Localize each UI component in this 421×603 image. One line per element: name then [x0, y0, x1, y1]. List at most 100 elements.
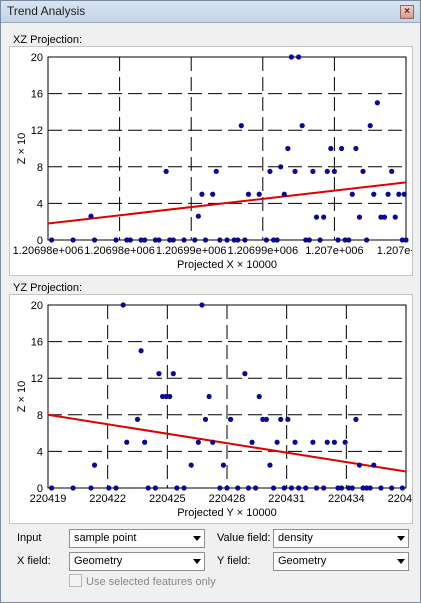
use-selected-label: Use selected features only: [86, 576, 216, 588]
value-field-dropdown-value: density: [278, 532, 313, 544]
yz-data-point: [163, 393, 169, 400]
xz-data-point: [231, 237, 237, 243]
xz-data-point: [48, 237, 55, 243]
xz-data-point: [202, 237, 209, 243]
xz-x-axis-label: Projected X × 10000: [177, 259, 277, 271]
xz-data-point: [389, 168, 395, 174]
yz-data-point: [249, 439, 255, 445]
yz-data-point: [389, 485, 395, 491]
xz-data-point: [288, 54, 295, 60]
xz-data-point: [256, 191, 262, 197]
chevron-down-icon: [193, 536, 201, 541]
yz-data-point: [310, 439, 316, 445]
xz-data-point: [192, 237, 198, 243]
yz-data-point: [167, 393, 173, 400]
yz-y-tick-label: 20: [31, 300, 43, 312]
x-field-label: X field:: [17, 555, 51, 567]
yz-data-point: [371, 462, 377, 468]
xz-data-point: [263, 237, 269, 243]
xz-data-point: [396, 191, 402, 197]
yz-data-point: [138, 348, 144, 354]
xz-projection-chart: 1.20698e+006 1.20698e+006 1.20699e+006 1.20…: [9, 46, 413, 276]
yz-data-point: [367, 485, 373, 491]
yz-data-point: [342, 439, 348, 445]
yz-data-point: [260, 416, 266, 422]
yz-data-point: [91, 462, 98, 468]
yz-data-point: [270, 485, 277, 491]
yz-data-point: [278, 416, 284, 422]
xz-y-tick-label: 4: [37, 198, 43, 210]
yz-data-point: [188, 462, 194, 468]
yz-data-point: [288, 485, 295, 491]
yz-data-point: [360, 485, 366, 491]
xz-data-point: [170, 237, 176, 243]
xz-projection-plot: 1.20698e+006 1.20698e+006 1.20699e+006 1.20…: [13, 52, 412, 271]
yz-data-point: [263, 416, 269, 422]
yz-data-point: [353, 416, 359, 422]
xz-data-point: [381, 214, 388, 220]
xz-data-point: [378, 214, 384, 220]
yz-x-axis-label: Projected Y × 10000: [177, 507, 277, 519]
xz-data-point: [296, 54, 302, 60]
xz-data-point: [242, 237, 248, 243]
y-field-label: Y field:: [217, 555, 251, 567]
xz-data-point: [313, 214, 320, 220]
xz-plot-area: [47, 56, 407, 241]
y-field-dropdown-value: Geometry: [278, 555, 327, 567]
yz-data-point: [88, 485, 94, 491]
xz-data-point: [138, 237, 144, 243]
xz-data-point: [317, 237, 323, 243]
yz-x-tick-label: 220437: [388, 493, 412, 505]
value-field-label: Value field:: [217, 532, 271, 544]
yz-x-tick-label: 220419: [30, 493, 67, 505]
yz-data-point: [346, 485, 352, 491]
xz-data-point: [335, 237, 341, 243]
x-field-dropdown-value: Geometry: [74, 555, 123, 567]
xz-data-point: [353, 145, 359, 152]
use-selected-row: Use selected features only: [69, 574, 216, 588]
xz-data-point: [217, 237, 223, 243]
yz-data-point: [145, 485, 151, 491]
xz-data-point: [346, 237, 352, 243]
xz-data-point: [213, 168, 219, 174]
xz-data-point: [235, 237, 241, 243]
yz-data-point: [48, 485, 55, 491]
yz-data-point: [159, 393, 166, 400]
y-field-dropdown[interactable]: Geometry: [273, 552, 409, 571]
xz-data-point: [285, 145, 291, 152]
value-field-dropdown[interactable]: density: [273, 529, 409, 548]
x-field-dropdown[interactable]: Geometry: [69, 552, 205, 571]
xz-y-tick-label: 8: [37, 162, 43, 174]
yz-data-point: [120, 302, 126, 308]
xz-x-tick-label: 1.207e+006: [377, 245, 412, 257]
xz-x-tick-label: 1.20699e+006: [156, 245, 227, 257]
xz-data-point: [267, 168, 273, 174]
xz-data-point: [195, 213, 201, 219]
xz-data-point: [367, 123, 373, 129]
yz-x-tick-label: 220434: [328, 493, 365, 505]
use-selected-checkbox[interactable]: [69, 574, 82, 587]
xz-y-tick-label: 12: [31, 125, 43, 137]
xz-data-point: [167, 237, 173, 243]
xz-data-point: [364, 237, 370, 243]
xz-x-tick-label: 1.20698e+006: [13, 245, 84, 257]
yz-data-point: [338, 485, 345, 491]
xz-data-point: [238, 123, 244, 129]
close-icon[interactable]: ×: [400, 5, 414, 19]
yz-data-point: [399, 485, 406, 491]
yz-data-point: [181, 485, 187, 491]
yz-data-point: [170, 371, 176, 377]
yz-data-point: [281, 485, 287, 491]
yz-x-tick-label: 220431: [268, 493, 305, 505]
yz-x-tick-label: 220422: [89, 493, 126, 505]
yz-data-point: [220, 462, 227, 468]
xz-y-axis-label: Z × 10: [16, 133, 28, 165]
xz-data-point: [306, 237, 312, 243]
yz-data-point: [224, 485, 230, 491]
input-dropdown[interactable]: sample point: [69, 529, 205, 548]
xz-data-point: [245, 191, 252, 197]
yz-data-point: [274, 439, 280, 445]
xz-data-point: [328, 145, 334, 152]
yz-data-point: [174, 485, 180, 491]
